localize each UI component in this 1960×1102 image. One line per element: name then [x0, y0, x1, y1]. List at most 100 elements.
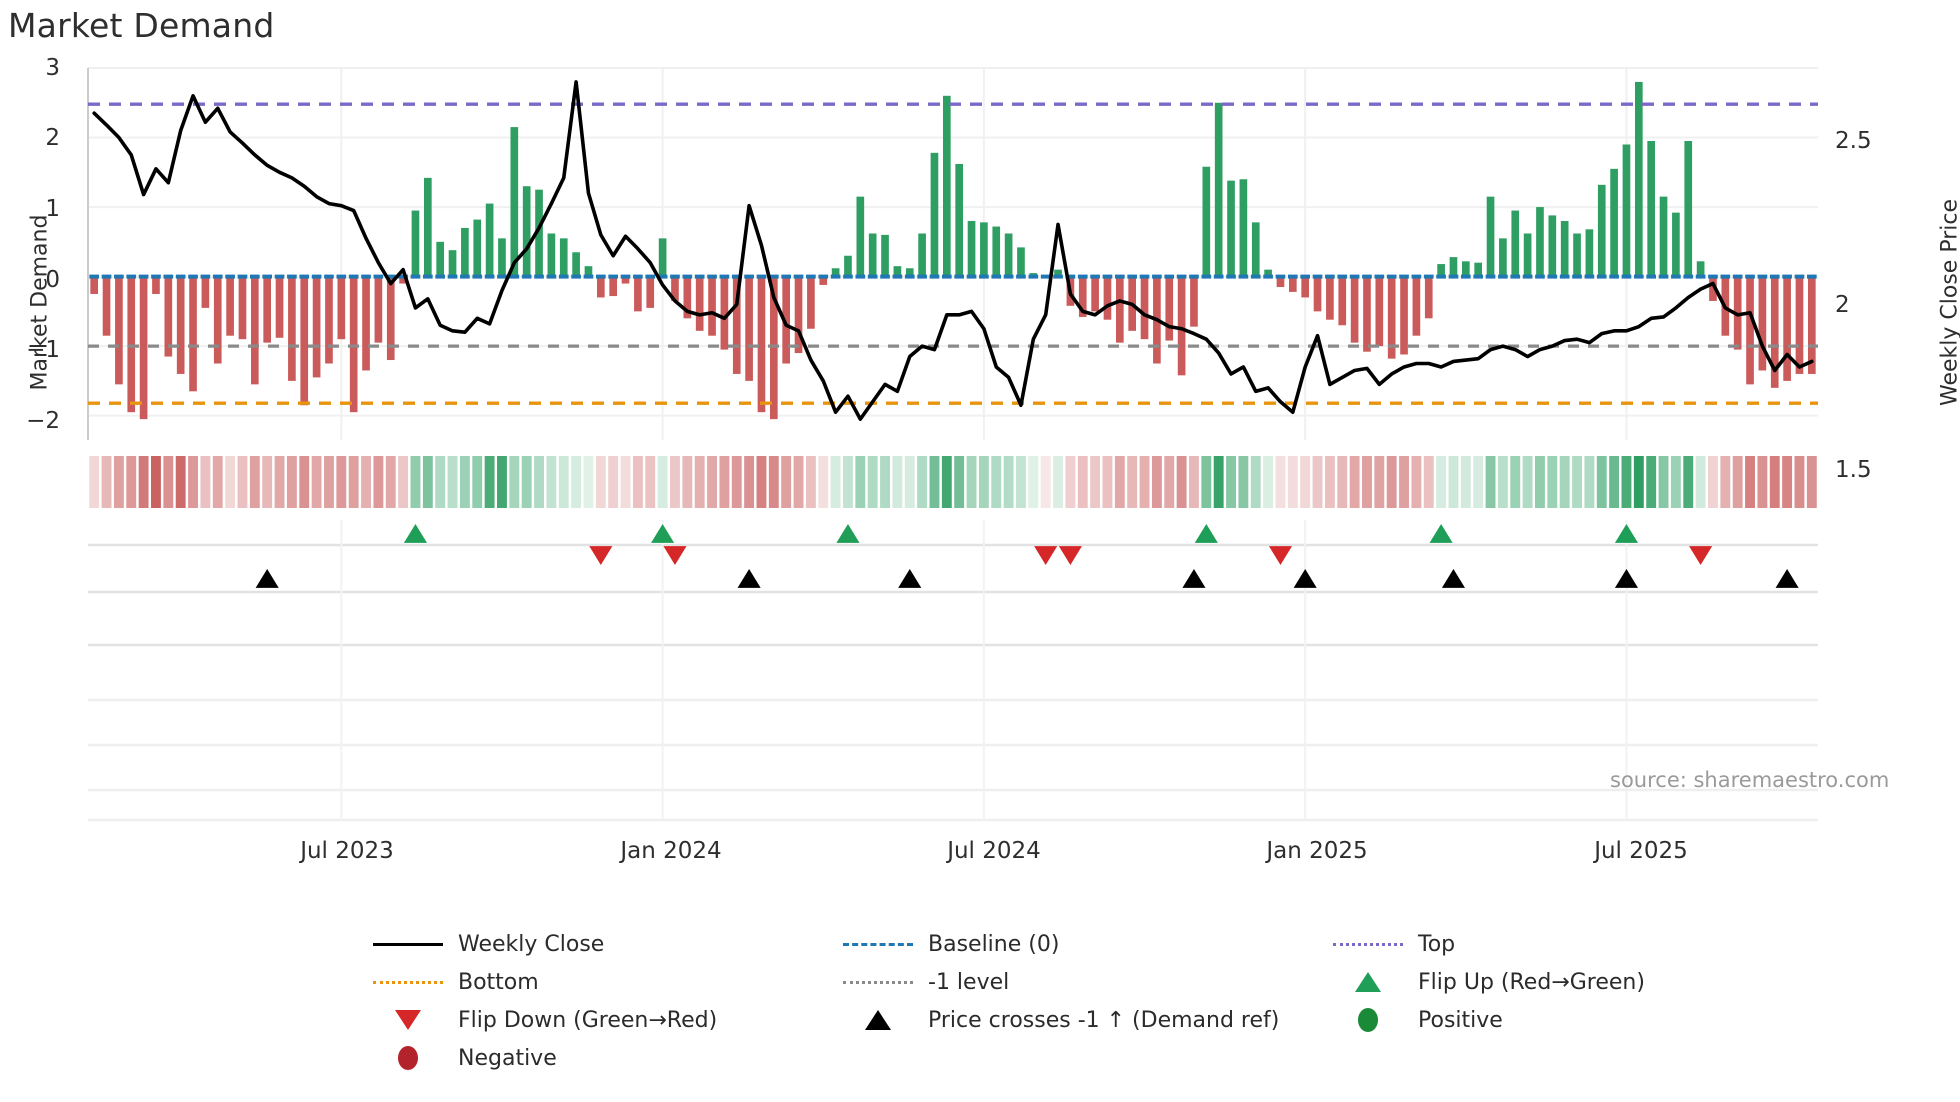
demand-bar	[1770, 276, 1779, 388]
demand-bar	[745, 276, 753, 381]
demand-bar	[374, 276, 383, 343]
heatmap-cell	[1708, 456, 1718, 508]
demand-heatmap-strip	[89, 456, 1817, 508]
demand-bar	[1103, 276, 1112, 320]
heatmap-cell	[991, 456, 1002, 508]
demand-bar	[386, 276, 395, 361]
heatmap-cell	[571, 456, 582, 508]
demand-bar	[288, 276, 296, 381]
legend-item-flip-up[interactable]: Flip Up (Red→Green)	[1332, 969, 1732, 995]
legend-item-baseline[interactable]: Baseline (0)	[842, 931, 1332, 957]
demand-bar	[176, 276, 185, 374]
demand-bar	[535, 189, 543, 277]
heatmap-cell	[1065, 456, 1076, 508]
y-tick-left-m1: −1	[26, 337, 60, 363]
demand-bar	[1783, 276, 1791, 381]
y-tick-left-3: 3	[45, 55, 60, 81]
heatmap-cell	[237, 456, 248, 508]
heatmap-cell	[1040, 456, 1051, 508]
triangle-up-icon	[842, 1007, 914, 1033]
demand-bar	[930, 152, 939, 277]
source-note: source: sharemaestro.com	[1610, 768, 1890, 792]
demand-bar	[1622, 144, 1631, 277]
y-tick-left-1: 1	[45, 196, 60, 222]
demand-bar	[1499, 238, 1507, 277]
x-tick-jan-2024: Jan 2024	[620, 838, 722, 864]
legend-item-price-cross[interactable]: Price crosses -1 ↑ (Demand ref)	[842, 1007, 1332, 1033]
demand-bar	[1177, 276, 1186, 376]
demand-bar	[831, 268, 840, 277]
demand-bar	[782, 276, 791, 364]
heatmap-cell	[657, 456, 668, 508]
heatmap-cell	[1349, 456, 1360, 508]
heatmap-cell	[929, 456, 940, 508]
heatmap-cell	[249, 456, 260, 508]
heatmap-cell	[1473, 456, 1484, 508]
demand-bar	[1437, 264, 1445, 277]
heatmap-cell	[1658, 456, 1669, 508]
heatmap-cell	[1745, 456, 1755, 508]
price-cross-marker	[1441, 569, 1466, 588]
demand-bar	[189, 276, 197, 392]
heatmap-cell	[1102, 456, 1113, 508]
demand-bar	[856, 196, 865, 277]
heatmap-cell	[558, 456, 569, 508]
heatmap-cell	[1510, 456, 1521, 508]
demand-bar	[893, 266, 902, 277]
legend-item-top[interactable]: Top	[1332, 931, 1732, 957]
heatmap-cell	[1337, 456, 1348, 508]
heatmap-cell	[595, 456, 606, 508]
heatmap-cell	[1584, 456, 1595, 508]
demand-bar	[1276, 276, 1285, 288]
heatmap-cell	[534, 456, 544, 508]
demand-bar	[1288, 276, 1297, 292]
heatmap-cell	[731, 456, 742, 508]
demand-bar	[1338, 276, 1347, 326]
demand-bar	[1486, 196, 1495, 277]
heatmap-cell	[1732, 456, 1743, 508]
demand-bar	[572, 252, 580, 277]
demand-bar	[634, 276, 642, 312]
heatmap-cell	[805, 456, 816, 508]
y-tick-left-0: 0	[45, 267, 60, 293]
gridlines	[87, 67, 1818, 440]
dotted-line-icon	[372, 969, 444, 995]
demand-bar	[868, 233, 877, 277]
legend-item-flip-down[interactable]: Flip Down (Green→Red)	[372, 1007, 842, 1033]
legend-label: Flip Up (Red→Green)	[1418, 969, 1645, 995]
flip-down-marker	[1034, 546, 1058, 565]
heatmap-cell	[336, 456, 347, 508]
heatmap-cell	[1411, 456, 1422, 508]
demand-bar	[844, 255, 852, 277]
demand-bar	[152, 276, 160, 294]
heatmap-cell	[385, 456, 396, 508]
heatmap-cell	[917, 456, 928, 508]
heatmap-cell	[225, 456, 236, 508]
demand-bar	[436, 241, 445, 277]
event-markers	[255, 524, 1799, 588]
demand-bar	[1461, 261, 1470, 277]
demand-bar	[201, 276, 210, 308]
legend-item-bottom[interactable]: Bottom	[372, 969, 842, 995]
heatmap-cell	[904, 456, 915, 508]
demand-bar	[1165, 276, 1174, 341]
heatmap-cell	[867, 456, 878, 508]
demand-bar	[1709, 276, 1717, 301]
legend-label: Baseline (0)	[928, 931, 1060, 957]
demand-bar	[1054, 269, 1062, 277]
legend-label: -1 level	[928, 969, 1010, 995]
legend-item-minus-one-level[interactable]: -1 level	[842, 969, 1332, 995]
heatmap-cell	[286, 456, 297, 508]
demand-bar	[732, 276, 741, 374]
price-cross-marker	[898, 569, 922, 588]
heatmap-cell	[175, 456, 186, 508]
legend-item-weekly-close[interactable]: Weekly Close	[372, 931, 842, 957]
heatmap-cell	[1399, 456, 1409, 508]
heatmap-cell	[1485, 456, 1496, 508]
legend-item-negative[interactable]: Negative	[372, 1045, 842, 1071]
demand-bar	[1387, 276, 1396, 359]
heatmap-cell	[188, 456, 198, 508]
legend-item-positive[interactable]: Positive	[1332, 1007, 1732, 1033]
demand-bar	[461, 227, 469, 277]
